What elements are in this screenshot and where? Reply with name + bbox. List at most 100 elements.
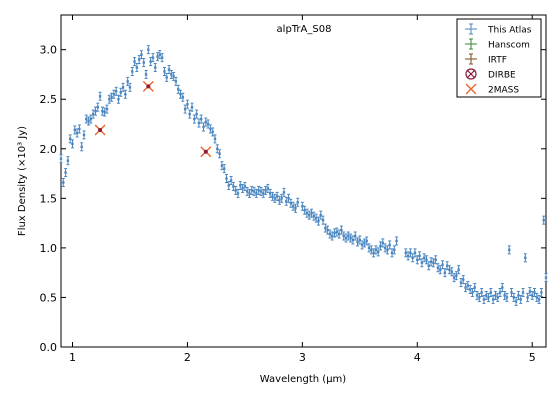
data-point	[477, 292, 481, 302]
point-marker	[531, 294, 534, 297]
data-point	[516, 290, 520, 300]
y-tick-label: 2.0	[40, 143, 58, 156]
point-marker	[542, 218, 545, 222]
chart-annotation: alpTrA_S08	[277, 24, 332, 35]
point-marker	[264, 189, 267, 192]
point-marker	[252, 190, 256, 193]
point-marker	[462, 278, 465, 281]
point-marker	[434, 258, 437, 261]
point-marker	[514, 300, 518, 303]
point-marker	[195, 112, 198, 116]
point-marker	[128, 86, 132, 89]
point-marker	[239, 184, 242, 187]
point-marker	[275, 195, 279, 198]
point-marker	[464, 286, 467, 289]
point-marker	[344, 236, 348, 240]
data-point	[153, 63, 157, 73]
data-point	[326, 225, 330, 235]
data-point	[128, 82, 132, 92]
data-point	[87, 116, 91, 126]
data-point	[206, 119, 210, 129]
2mass-point	[94, 124, 106, 136]
data-point	[367, 243, 371, 253]
point-marker	[82, 133, 86, 137]
point-marker	[478, 296, 481, 299]
point-marker	[524, 256, 527, 260]
data-point	[447, 265, 451, 275]
legend-circle	[465, 68, 477, 80]
point-marker	[222, 167, 226, 170]
point-marker	[305, 212, 309, 215]
data-point	[199, 114, 203, 124]
point-marker	[131, 70, 134, 73]
point-marker	[167, 68, 171, 71]
point-marker	[140, 53, 143, 56]
data-point	[160, 53, 164, 63]
data-point	[211, 127, 215, 137]
data-point	[503, 290, 507, 300]
legend-entry: 2MASS	[465, 83, 519, 96]
data-point	[185, 99, 189, 109]
point-marker	[160, 56, 164, 59]
data-point	[346, 231, 350, 241]
y-tick-label: 0.5	[40, 291, 58, 304]
data-point	[247, 188, 251, 198]
x-tick-label: 3	[299, 351, 306, 364]
legend-entry: DIRBE	[465, 68, 516, 81]
point-marker	[64, 171, 67, 174]
point-marker	[206, 122, 210, 126]
data-point	[220, 161, 224, 171]
point-marker	[243, 185, 247, 188]
data-point	[103, 107, 107, 117]
data-point	[519, 294, 523, 304]
point-marker	[436, 266, 440, 269]
data-point	[139, 50, 143, 60]
point-marker	[91, 112, 95, 116]
data-point	[158, 50, 162, 60]
data-point	[195, 109, 199, 119]
point-marker	[367, 246, 371, 250]
data-point	[241, 183, 245, 193]
point-marker	[103, 110, 106, 114]
point-marker	[294, 207, 297, 210]
point-marker	[319, 213, 322, 217]
point-marker	[163, 70, 166, 73]
data-point	[305, 208, 309, 218]
point-marker	[485, 294, 488, 297]
point-marker	[347, 234, 350, 238]
data-point	[151, 53, 155, 63]
data-point	[544, 273, 548, 283]
point-marker	[218, 152, 221, 155]
point-marker	[496, 296, 499, 299]
legend-label: DIRBE	[488, 71, 516, 81]
data-point	[70, 139, 74, 149]
data-point	[59, 154, 63, 164]
point-marker	[425, 258, 428, 261]
data-point	[510, 287, 514, 297]
plot-frame	[60, 14, 547, 348]
point-marker	[280, 197, 283, 200]
data-point	[172, 71, 176, 81]
data-point	[450, 267, 454, 277]
legend-x	[466, 69, 476, 79]
data-point	[321, 215, 325, 225]
point-marker	[452, 276, 456, 279]
point-marker	[105, 107, 109, 111]
point-marker	[144, 73, 148, 76]
point-marker	[413, 251, 417, 255]
point-marker	[266, 187, 270, 190]
point-marker	[259, 190, 263, 193]
point-marker	[165, 76, 168, 79]
point-marker	[517, 294, 520, 297]
y-tick-label: 0.0	[40, 341, 58, 354]
y-tick-label: 3.0	[40, 44, 58, 57]
point-marker	[342, 234, 345, 238]
point-marker	[186, 102, 189, 106]
data-point	[268, 188, 272, 198]
data-point	[289, 198, 293, 208]
data-point	[434, 255, 438, 265]
data-point	[523, 253, 527, 263]
point-marker	[200, 117, 203, 121]
point-marker	[158, 53, 162, 56]
point-marker	[331, 234, 334, 238]
